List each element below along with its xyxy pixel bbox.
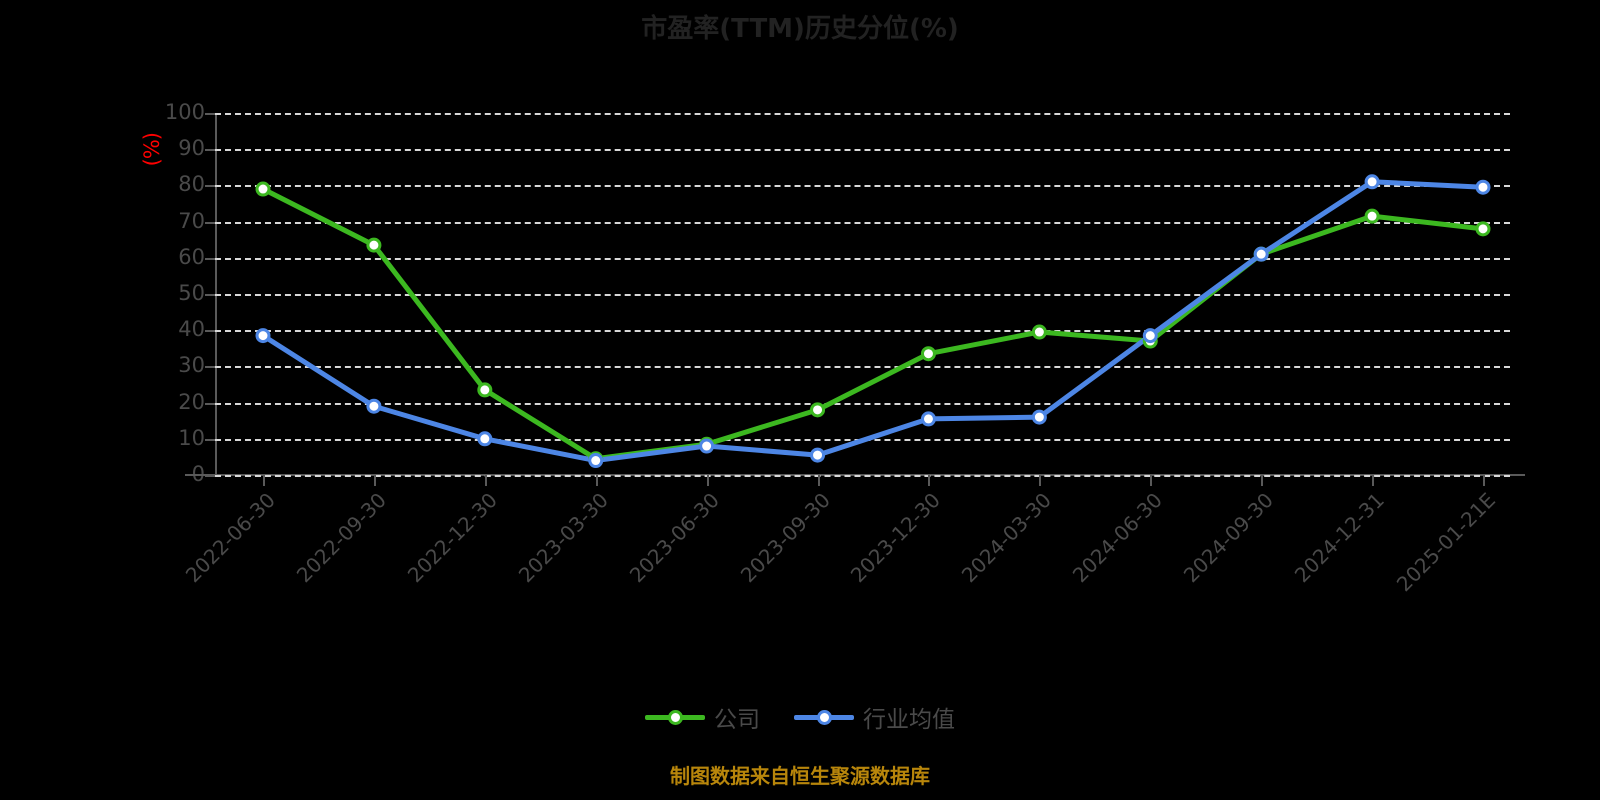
x-axis-tick bbox=[706, 474, 709, 486]
y-axis-tick bbox=[205, 149, 215, 152]
plot-area bbox=[215, 113, 1510, 477]
series-line bbox=[260, 186, 1486, 462]
y-axis-tick-label: 70 bbox=[178, 208, 205, 233]
data-point-marker[interactable] bbox=[477, 431, 493, 447]
y-axis-tick bbox=[205, 438, 215, 441]
gridline bbox=[215, 185, 1510, 188]
gridline bbox=[215, 257, 1510, 260]
y-axis-tick-label: 10 bbox=[178, 425, 205, 450]
x-axis-tick bbox=[1150, 474, 1153, 486]
y-axis-tick-label: 60 bbox=[178, 244, 205, 269]
y-axis-tick bbox=[205, 402, 215, 405]
y-axis-tick bbox=[205, 330, 215, 333]
legend-marker-company bbox=[645, 706, 705, 728]
y-axis-tick-label: 30 bbox=[178, 353, 205, 378]
data-point-marker[interactable] bbox=[1364, 174, 1380, 190]
x-axis-ticks bbox=[215, 474, 1510, 488]
y-axis-tick bbox=[205, 366, 215, 369]
x-axis-tick bbox=[263, 474, 265, 486]
gridline bbox=[215, 149, 1510, 152]
data-point-marker[interactable] bbox=[1475, 221, 1491, 237]
legend: 公司 行业均值 bbox=[0, 700, 1600, 734]
data-point-marker[interactable] bbox=[588, 453, 604, 469]
y-axis-labels: 0 10 20 30 40 50 60 70 80 90 100 bbox=[125, 102, 215, 485]
gridline bbox=[215, 402, 1510, 405]
y-axis-tick bbox=[205, 475, 215, 477]
data-point-marker[interactable] bbox=[810, 402, 826, 418]
y-axis-tick-label: 80 bbox=[178, 172, 205, 197]
x-axis-tick bbox=[1483, 474, 1485, 486]
data-point-marker[interactable] bbox=[255, 328, 271, 344]
legend-marker-industry-average bbox=[794, 706, 854, 728]
data-point-marker[interactable] bbox=[1142, 328, 1158, 344]
gridline bbox=[215, 366, 1510, 369]
page-title: 市盈率(TTM)历史分位(%) bbox=[641, 14, 959, 44]
y-axis-tick-label: 50 bbox=[178, 281, 205, 305]
y-axis-tick-label: 40 bbox=[178, 317, 205, 342]
y-axis-tick-label: 100 bbox=[164, 100, 205, 124]
x-axis-tick bbox=[373, 474, 376, 486]
data-point-marker[interactable] bbox=[1364, 208, 1380, 224]
gridline bbox=[215, 330, 1510, 333]
y-axis-tick bbox=[205, 257, 215, 260]
data-point-marker[interactable] bbox=[366, 398, 382, 414]
x-axis-tick bbox=[484, 474, 487, 486]
legend-label-company: 公司 bbox=[714, 707, 760, 733]
series-line bbox=[260, 179, 1486, 464]
data-point-marker[interactable] bbox=[255, 181, 271, 197]
data-point-marker[interactable] bbox=[1031, 324, 1047, 340]
x-axis-tick bbox=[1039, 474, 1042, 486]
data-point-marker[interactable] bbox=[920, 411, 936, 427]
y-axis-tick bbox=[205, 185, 215, 188]
x-axis-tick bbox=[928, 474, 931, 486]
source-note: 制图数据来自恒生聚源数据库 bbox=[670, 764, 930, 788]
gridline bbox=[215, 221, 1510, 224]
x-axis-tick bbox=[817, 474, 820, 486]
y-axis-tick bbox=[205, 221, 215, 224]
gridline bbox=[215, 475, 1510, 477]
y-axis-tick-label: 20 bbox=[178, 389, 205, 414]
y-axis-tick bbox=[205, 294, 215, 296]
data-point-marker[interactable] bbox=[1253, 246, 1269, 262]
y-axis-tick bbox=[205, 113, 215, 115]
data-point-marker[interactable] bbox=[1031, 409, 1047, 425]
data-point-marker[interactable] bbox=[477, 382, 493, 398]
data-point-marker[interactable] bbox=[699, 438, 715, 454]
x-axis-tick bbox=[1372, 474, 1375, 486]
gridline bbox=[215, 113, 1510, 115]
x-axis-tick bbox=[1261, 474, 1264, 486]
data-point-marker[interactable] bbox=[920, 346, 936, 362]
legend-item-industry-average[interactable]: 行业均值 bbox=[794, 700, 955, 734]
x-axis-labels: 2022-06-30 2022-09-30 2022-12-30 2023-03-30… bbox=[181, 488, 1510, 598]
x-axis-tick bbox=[595, 474, 598, 486]
y-axis-tick-label: 90 bbox=[178, 136, 205, 161]
legend-item-company[interactable]: 公司 bbox=[645, 700, 760, 734]
legend-label-industry-average: 行业均值 bbox=[863, 707, 955, 733]
data-point-marker[interactable] bbox=[1475, 179, 1491, 195]
data-point-marker[interactable] bbox=[366, 237, 382, 253]
series-layer bbox=[255, 174, 1491, 469]
data-point-marker[interactable] bbox=[810, 447, 826, 463]
gridline bbox=[215, 294, 1510, 296]
